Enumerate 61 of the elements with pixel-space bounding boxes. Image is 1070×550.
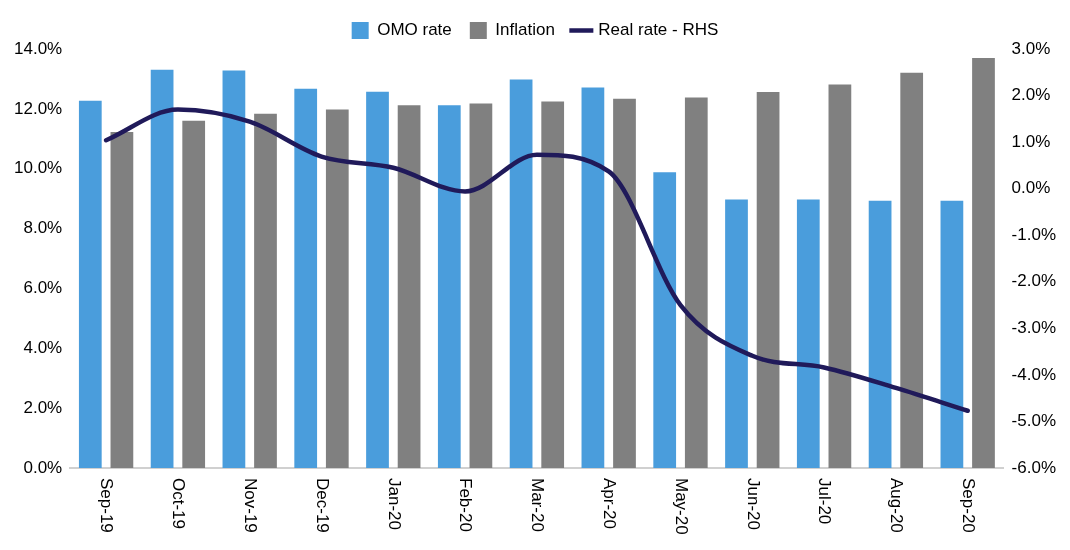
x-tick-label: Mar-20 [528, 478, 548, 532]
y-tick-label: 4.0% [23, 337, 63, 357]
y-tick-label: 6.0% [23, 278, 63, 298]
x-tick-label: Sep-19 [97, 478, 117, 533]
x-tick-label: May-20 [671, 478, 691, 535]
x-tick-label: Feb-20 [456, 478, 476, 532]
bar [796, 199, 820, 468]
x-tick-label: Aug-20 [887, 478, 907, 533]
y2-tick-label: -5.0% [1011, 411, 1057, 431]
y2-tick-label: -6.0% [1011, 457, 1057, 477]
bar [150, 69, 174, 468]
bar [725, 199, 748, 468]
bar [868, 200, 892, 468]
bar [613, 98, 636, 468]
y-tick-label: 10.0% [14, 158, 63, 178]
y-tick-label: 14.0% [14, 38, 63, 58]
y2-tick-label: -4.0% [1011, 364, 1057, 384]
x-tick-label: Dec-19 [312, 478, 332, 533]
bar [469, 103, 493, 468]
bar [653, 172, 677, 468]
x-tick-label: Jul-20 [815, 478, 835, 525]
x-tick-label: Apr-20 [600, 478, 620, 530]
bar [684, 97, 708, 468]
bar [294, 88, 318, 468]
bar [78, 100, 102, 468]
x-tick-label: Jun-20 [743, 478, 763, 530]
y-tick-label: 12.0% [14, 98, 63, 118]
y2-tick-label: -2.0% [1011, 271, 1057, 291]
bar [397, 105, 421, 468]
bar [828, 84, 852, 468]
bar [900, 72, 924, 468]
bar [509, 79, 533, 468]
y-tick-label: 0.0% [23, 457, 63, 477]
x-tick-label: Jan-20 [384, 478, 404, 530]
y2-tick-label: 0.0% [1011, 178, 1051, 198]
bar [366, 91, 389, 468]
legend-label: Inflation [495, 20, 555, 40]
y2-tick-label: 2.0% [1011, 85, 1051, 105]
legend-label: Real rate - RHS [598, 20, 719, 40]
bar [182, 120, 206, 468]
bar [541, 101, 565, 468]
bar [437, 105, 461, 468]
y2-tick-label: 3.0% [1011, 38, 1051, 58]
bar [940, 200, 964, 468]
bar [756, 92, 780, 468]
bar [222, 70, 246, 468]
line-series [103, 107, 970, 413]
bar [254, 113, 277, 468]
bar [972, 57, 995, 468]
y2-tick-label: 1.0% [1011, 131, 1051, 151]
y-tick-label: 8.0% [23, 218, 63, 238]
bar [325, 109, 349, 468]
x-tick-label: Nov-19 [241, 478, 261, 533]
x-tick-label: Oct-19 [169, 478, 189, 530]
y2-tick-label: -3.0% [1011, 318, 1057, 338]
bar [110, 131, 134, 468]
x-tick-label: Sep-20 [959, 478, 978, 533]
y-tick-label: 2.0% [23, 397, 63, 417]
bar [581, 87, 605, 468]
y2-tick-label: -1.0% [1011, 224, 1057, 244]
legend-label: OMO rate [377, 20, 452, 40]
